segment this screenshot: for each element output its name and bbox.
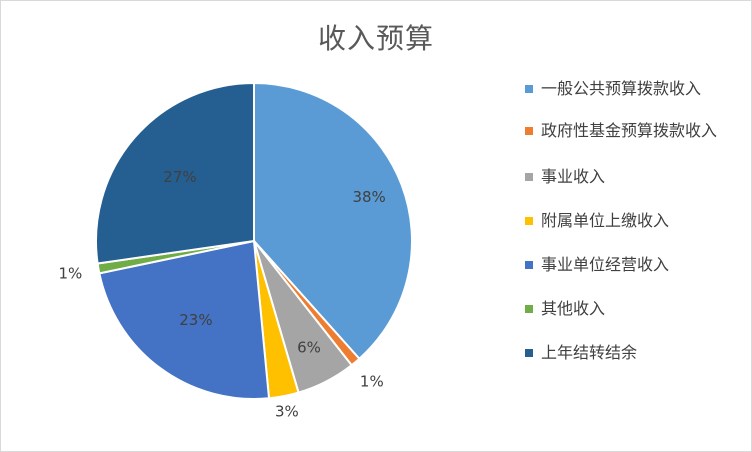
pie-slice-5: [98, 239, 271, 400]
legend-swatch: [525, 173, 533, 181]
legend-label: 一般公共预算拨款收入: [541, 79, 702, 98]
legend-label: 上年结转结余: [541, 343, 638, 362]
legend-swatch: [525, 261, 533, 269]
legend-swatch: [525, 127, 533, 135]
legend-item: 附属单位上缴收入: [525, 211, 740, 231]
legend-swatch: [525, 217, 533, 225]
data-label-1: 38%: [352, 188, 385, 206]
legend-item: 其他收入: [525, 299, 740, 319]
data-label-2: 1%: [360, 372, 384, 390]
legend-label: 政府性基金预算拨款收入: [541, 121, 718, 140]
legend-item: 事业收入: [525, 167, 740, 187]
legend-label: 其他收入: [541, 299, 606, 318]
legend-swatch: [525, 85, 533, 93]
legend-label: 事业收入: [541, 167, 606, 186]
pie-slice-7: [95, 81, 255, 265]
legend-item: 一般公共预算拨款收入: [525, 79, 740, 99]
legend-item: 政府性基金预算拨款收入: [525, 121, 740, 141]
pie-slice-1: [253, 81, 413, 361]
chart-title: 收入预算: [317, 22, 434, 55]
legend-item: 上年结转结余: [525, 343, 740, 363]
legend-item: 事业单位经营收入: [525, 255, 740, 275]
data-label-7: 27%: [163, 168, 196, 186]
legend-label: 附属单位上缴收入: [541, 211, 670, 230]
data-label-6: 1%: [58, 264, 82, 282]
data-label-5: 23%: [179, 311, 212, 329]
data-label-3: 6%: [297, 339, 321, 357]
legend-label: 事业单位经营收入: [541, 255, 670, 274]
legend-swatch: [525, 305, 533, 313]
legend-swatch: [525, 349, 533, 357]
data-label-4: 3%: [275, 403, 299, 421]
